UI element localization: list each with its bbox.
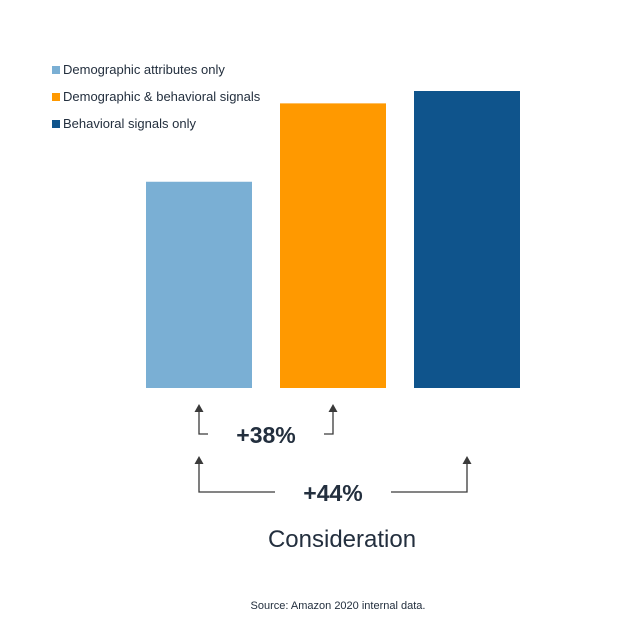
bar <box>414 91 520 388</box>
source-note: Source: Amazon 2020 internal data. <box>251 600 426 612</box>
arrowhead <box>328 404 338 412</box>
arrowhead <box>194 456 204 464</box>
legend: Demographic attributes only Demographic &… <box>52 62 261 131</box>
annotation-label: +44% <box>303 480 362 506</box>
comparison-bracket: +38% <box>194 404 338 448</box>
legend-label: Demographic attributes only <box>63 62 225 77</box>
legend-label: Behavioral signals only <box>63 116 196 131</box>
x-axis-label: Consideration <box>268 526 416 553</box>
bar <box>146 181 252 388</box>
bars <box>146 91 520 388</box>
bracket-line <box>198 410 334 435</box>
legend-swatch <box>52 93 60 101</box>
arrowhead <box>462 456 472 464</box>
comparison-bracket: +44% <box>194 456 472 506</box>
bracket-line <box>198 462 468 493</box>
legend-label: Demographic & behavioral signals <box>63 89 261 104</box>
bar <box>280 103 386 388</box>
annotations: +38% +44% <box>194 404 472 506</box>
legend-swatch <box>52 66 60 74</box>
arrowhead <box>194 404 204 412</box>
legend-swatch <box>52 120 60 128</box>
annotation-label: +38% <box>236 422 295 448</box>
